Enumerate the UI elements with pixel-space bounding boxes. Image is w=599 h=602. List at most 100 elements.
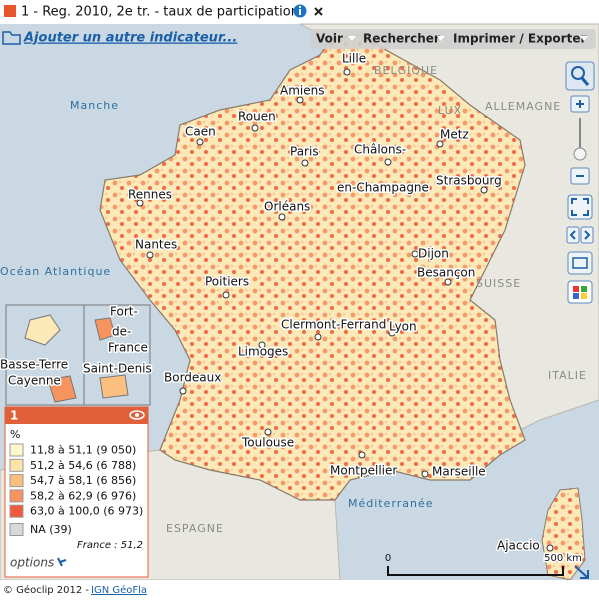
menu-item[interactable]: Imprimer / Exporter (453, 32, 586, 46)
legend-options[interactable]: options (10, 556, 54, 570)
fullscreen-button[interactable] (567, 194, 593, 220)
visibility-icon[interactable] (129, 410, 145, 420)
google-glyph (573, 286, 579, 292)
country-label: ALLEMAGNE (485, 100, 561, 113)
menu-item[interactable]: Rechercher (363, 32, 440, 46)
info-icon-glyph (299, 6, 301, 8)
legend-swatch[interactable] (9, 504, 24, 518)
prev-button[interactable] (566, 226, 580, 244)
legend-label: NA (39) (30, 523, 72, 536)
country-label: LUX (438, 104, 462, 117)
zoom-in-glyph (576, 100, 584, 108)
legend-label: 54,7 à 58,1 (6 856) (30, 474, 136, 487)
title: 1 - Reg. 2010, 2e tr. - taux de particip… (21, 5, 299, 20)
city-label: Montpellier (330, 464, 397, 478)
inset-label: Saint-Denis (83, 362, 152, 376)
google-glyph (581, 293, 587, 299)
city-label: Dijon (418, 247, 449, 261)
sea-label: Méditerranée (348, 497, 433, 510)
add-indicator-link[interactable]: Ajouter un autre indicateur... (23, 31, 237, 46)
city-dot (480, 186, 488, 194)
legend-swatch[interactable] (9, 443, 24, 457)
city-dot (388, 329, 396, 337)
inset-label: France (108, 341, 148, 355)
city-label: Ajaccio (497, 539, 540, 553)
city-label: Lille (342, 52, 366, 66)
city-dot (384, 158, 392, 166)
info-icon-glyph (299, 9, 301, 15)
menu-arrow (437, 36, 445, 41)
city-dot (358, 451, 366, 459)
resize-handle[interactable] (574, 565, 589, 579)
legend-average: France : 51,2 (77, 540, 143, 551)
options-icon[interactable] (57, 557, 67, 567)
indicator-swatch (4, 5, 16, 17)
city-label: en-Champagne (337, 181, 429, 195)
legend-swatch[interactable] (9, 458, 24, 472)
snapshot-glyph (572, 257, 588, 269)
france-map[interactable] (99, 34, 526, 501)
legend-title: 1 (10, 409, 18, 423)
city-label: Clermont-Ferrand (281, 318, 386, 332)
city-dot (546, 544, 554, 552)
city-label: Paris (290, 145, 319, 159)
city-dot (146, 251, 154, 259)
google-glyph (581, 286, 587, 292)
city-dot (301, 159, 309, 167)
menu-bar (310, 29, 596, 49)
legend-header (5, 407, 148, 424)
sea-label: Manche (70, 99, 119, 112)
city-dot (296, 96, 304, 104)
city-dot (258, 341, 266, 349)
next-button[interactable] (580, 226, 594, 244)
menu-arrow (348, 36, 356, 41)
search-zoom-glyph (571, 66, 585, 80)
legend-unit: % (10, 428, 20, 441)
inset-label: de- (112, 325, 131, 339)
city-label: Rennes (128, 188, 172, 202)
visibility-icon (135, 413, 139, 417)
legend-swatch[interactable] (9, 474, 24, 488)
legend-swatch[interactable] (9, 489, 24, 503)
menu-item[interactable]: Voir (316, 32, 343, 46)
city-label: Limoges (238, 345, 288, 359)
menu-arrow (580, 36, 588, 41)
sea-label: Océan Atlantique (0, 265, 111, 278)
inset-label: Cayenne (8, 374, 61, 388)
city-label: Strasbourg (436, 174, 502, 188)
footer-bar (0, 580, 599, 598)
google-glyph (573, 293, 579, 299)
country-label: ESPAGNE (166, 522, 224, 535)
inset-land (24, 314, 61, 346)
scale-bar (387, 566, 564, 576)
city-dot (444, 278, 452, 286)
inset-land (94, 317, 116, 341)
city-dot (179, 387, 187, 395)
zoom-slider-handle[interactable] (573, 147, 587, 161)
city-label: Nantes (135, 238, 177, 252)
city-label: Besançon (417, 266, 475, 280)
snapshot-button[interactable] (567, 251, 593, 275)
search-zoom-button[interactable] (565, 61, 595, 91)
city-layer: Lille Amiens Rouen Caen Paris Metz Châlo… (127, 50, 554, 554)
city-label: Châlons- (354, 143, 406, 157)
city-dot (421, 470, 429, 478)
legend-label: 63,0 à 100,0 (6 973) (30, 505, 143, 518)
city-dot (278, 213, 286, 221)
search-zoom-glyph (580, 77, 590, 86)
legend-swatch[interactable] (9, 523, 24, 536)
footer-link[interactable]: IGN GéoFla (91, 584, 147, 596)
city-label: Orléans (264, 200, 310, 214)
fullscreen-glyph (571, 198, 589, 216)
city-dot (136, 199, 144, 207)
city-label: Metz (440, 128, 469, 142)
city-dot (314, 333, 322, 341)
google-button[interactable] (567, 280, 593, 304)
country-label: BELGIQUE (374, 64, 438, 77)
city-label: Marseille (432, 465, 486, 479)
inset-land (47, 375, 77, 403)
legend-label: 11,8 à 51,1 (9 050) (30, 444, 136, 457)
close-icon[interactable] (314, 7, 323, 16)
